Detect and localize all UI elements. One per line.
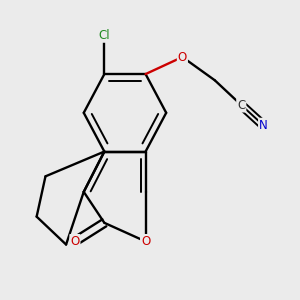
Text: O: O bbox=[141, 235, 150, 248]
Text: Cl: Cl bbox=[98, 29, 110, 42]
Text: O: O bbox=[178, 50, 187, 64]
Text: C: C bbox=[237, 99, 245, 112]
Text: N: N bbox=[259, 119, 268, 132]
Text: O: O bbox=[70, 235, 80, 248]
